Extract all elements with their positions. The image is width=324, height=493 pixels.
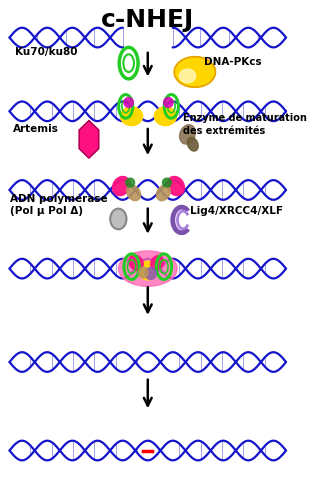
Ellipse shape xyxy=(127,185,141,201)
Ellipse shape xyxy=(138,261,157,280)
Text: Artemis: Artemis xyxy=(12,124,58,134)
Ellipse shape xyxy=(162,178,171,187)
Text: c-NHEJ: c-NHEJ xyxy=(101,8,194,32)
Ellipse shape xyxy=(139,267,148,278)
Ellipse shape xyxy=(179,69,196,83)
Ellipse shape xyxy=(129,255,143,270)
Ellipse shape xyxy=(121,107,143,126)
Ellipse shape xyxy=(118,251,177,286)
Text: Ku70/ku80: Ku70/ku80 xyxy=(16,47,78,57)
Ellipse shape xyxy=(179,125,195,144)
Ellipse shape xyxy=(164,98,173,107)
Ellipse shape xyxy=(112,176,130,196)
Ellipse shape xyxy=(110,209,126,229)
Text: ADN polymérase
(Pol μ Pol Δ): ADN polymérase (Pol μ Pol Δ) xyxy=(9,193,107,216)
Ellipse shape xyxy=(126,178,134,187)
Ellipse shape xyxy=(167,176,184,196)
Ellipse shape xyxy=(151,256,164,270)
Ellipse shape xyxy=(174,57,215,87)
Ellipse shape xyxy=(187,138,198,151)
Text: Lig4/XRCC4/XLF: Lig4/XRCC4/XLF xyxy=(191,206,284,216)
Ellipse shape xyxy=(155,107,177,126)
Text: DNA-PKcs: DNA-PKcs xyxy=(204,57,261,67)
Polygon shape xyxy=(79,121,98,158)
Ellipse shape xyxy=(145,268,156,280)
Ellipse shape xyxy=(124,98,133,107)
Text: Enzyme de maturation
des extrémités: Enzyme de maturation des extrémités xyxy=(183,113,307,136)
Ellipse shape xyxy=(156,185,170,201)
